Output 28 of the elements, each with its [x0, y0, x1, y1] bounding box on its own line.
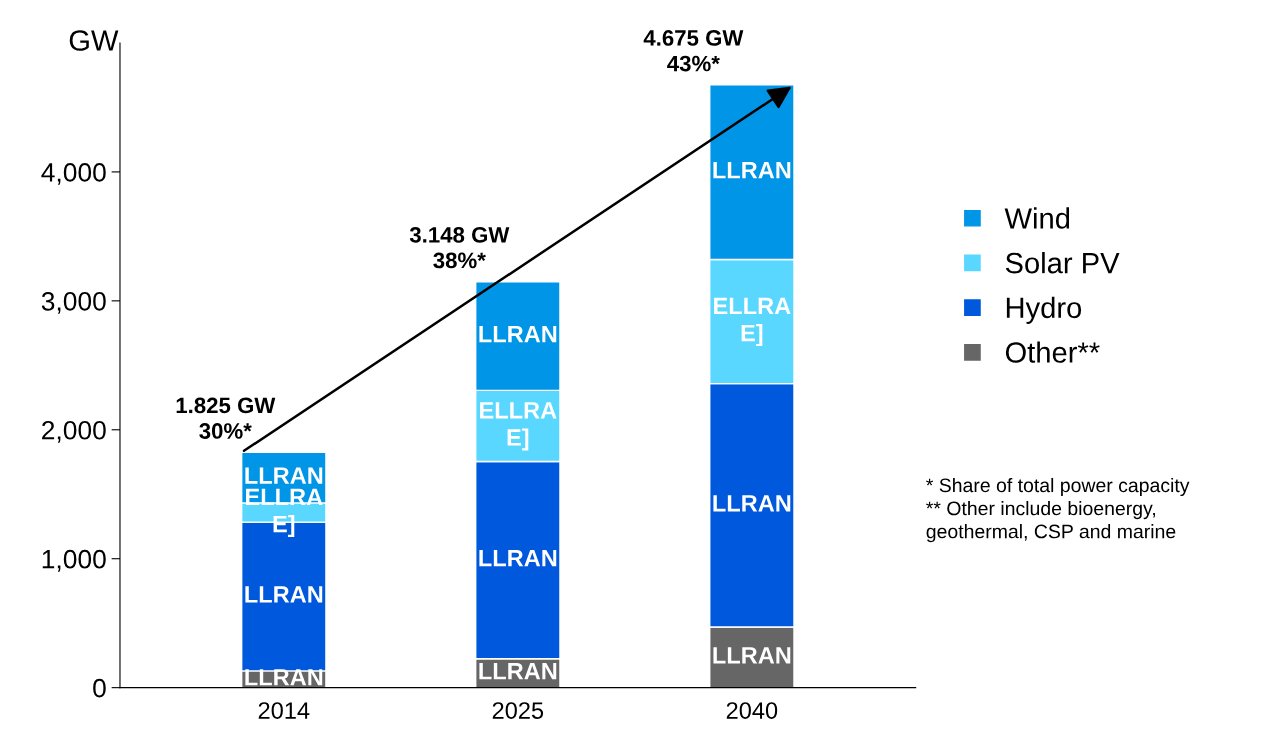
- total-label: 3.148 GW 38%*: [409, 226, 510, 269]
- data-label: LLRAN: [479, 663, 557, 680]
- data-label: ELLRA E]: [480, 402, 557, 451]
- legend-label: Other**: [1005, 341, 1100, 363]
- legend-label: Solar PV: [1005, 252, 1120, 274]
- data-label: LLRAN: [479, 325, 557, 343]
- y-tick-label: 3,000: [41, 291, 106, 314]
- y-tick-label: 1,000: [42, 549, 106, 572]
- data-label: ELLRA E]: [714, 297, 791, 347]
- text: * Share of total power capacity ** Other include bioenergy, geothermal, CSP and marine: [926, 477, 1190, 543]
- x-tick-label: 2040: [726, 702, 778, 719]
- y-tick-label: 4,000: [41, 163, 106, 185]
- x-tick-label: 2025: [492, 702, 544, 719]
- y-tick-label: 0: [93, 678, 106, 698]
- data-label: LLRAN: [479, 549, 557, 567]
- data-label: LLRAN: [713, 495, 791, 512]
- data-label: LLRAN: [713, 162, 791, 179]
- legend-label: Hydro: [1006, 296, 1082, 324]
- data-label: LLRAN: [245, 586, 323, 603]
- data-label: LLRAN: [245, 669, 323, 686]
- total-label: 1.825 GW 30%*: [176, 397, 276, 439]
- legend-label: Wind: [1004, 207, 1070, 229]
- data-label: LLRAN: [245, 467, 323, 484]
- data-label: LLRAN: [713, 647, 791, 664]
- x-tick-label: 2014: [258, 702, 310, 719]
- y-axis-title: GW: [69, 30, 119, 51]
- y-tick-label: 2,000: [42, 420, 106, 443]
- total-label: 4.675 GW 43%*: [643, 30, 744, 72]
